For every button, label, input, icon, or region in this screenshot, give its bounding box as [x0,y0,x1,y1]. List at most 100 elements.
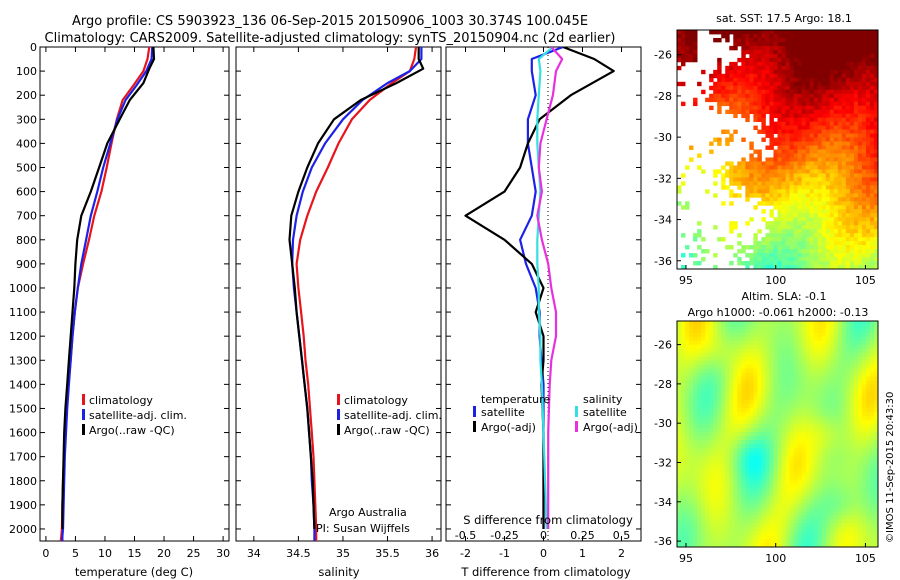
heatmap-cell [757,189,762,194]
heatmap-cell [813,133,819,138]
salinity-x-ticks: 34 34.5 35 35.5 36 [247,47,439,560]
heatmap-cell [765,511,770,516]
heatmap-cell [805,475,811,480]
heatmap-cell [865,364,871,369]
heatmap-cell [781,321,786,326]
heatmap-cell [713,137,718,142]
heatmap-cell [773,455,778,461]
heatmap-cell [857,265,863,269]
heatmap-cell [841,61,847,67]
heatmap-cell [789,245,794,250]
heatmap-cell [857,384,863,389]
heatmap-cell [873,364,878,369]
heatmap-cell [797,137,803,142]
heatmap-cell [809,344,815,350]
heatmap-cell [701,515,706,520]
heatmap-cell [685,205,690,210]
heatmap-cell [845,177,851,182]
heatmap-cell [761,471,766,477]
heatmap-cell [757,37,762,43]
heatmap-cell [697,404,702,409]
heatmap-cell [797,388,803,393]
heatmap-cell [749,487,754,492]
heatmap-cell [745,443,750,449]
heatmap-cell [685,336,690,342]
heatmap-cell [689,157,694,162]
heatmap-cell [845,396,851,401]
heatmap-cell [801,352,807,358]
heatmap-cell [837,85,843,91]
heatmap-cell [805,93,811,99]
heatmap-cell [869,463,875,469]
heatmap-cell [769,141,774,146]
heatmap-cell [793,169,798,174]
heatmap-cell [805,257,811,262]
heatmap-cell [865,81,871,87]
heatmap-cell [825,145,831,150]
heatmap-cell [789,157,794,162]
heatmap-cell [841,432,847,437]
heatmap-cell [701,447,706,453]
heatmap-cell [757,364,762,369]
salinity-lines [288,47,425,541]
heatmap-cell [757,380,762,385]
heatmap-cell [817,165,823,170]
heatmap-cell [853,49,859,55]
heatmap-cell [781,428,786,433]
heatmap-cell [733,336,738,342]
heatmap-cell [729,475,734,480]
heatmap-cell [677,467,682,473]
heatmap-cell [809,380,815,385]
heatmap-cell [845,340,851,346]
heatmap-cell [817,352,823,358]
heatmap-cell [805,324,811,330]
heatmap-cell [773,153,778,158]
heatmap-cell [869,177,875,182]
heatmap-cell [793,65,798,71]
heatmap-cell [685,356,690,362]
heatmap-cell [737,388,742,393]
heatmap-cell [865,225,871,230]
heatmap-cell [865,356,871,362]
heatmap-cell [789,225,794,230]
heatmap-cell [793,435,798,441]
heatmap-cell [845,388,851,393]
heatmap-cell [873,85,878,91]
heatmap-cell [865,125,871,130]
heatmap-cell [777,455,782,461]
heatmap-cell [777,324,782,330]
heatmap-cell [773,404,778,409]
y-tick-label: 0 [30,41,37,54]
heatmap-cell [869,324,875,330]
heatmap-cell [793,57,798,63]
heatmap-cell [849,145,855,150]
heatmap-cell [681,424,686,429]
heatmap-cell [701,435,706,441]
heatmap-cell [873,105,878,111]
heatmap-cell [789,133,794,138]
heatmap-cell [873,463,878,469]
heatmap-cell [765,435,770,441]
heatmap-cell [677,416,682,421]
heatmap-cell [677,332,682,338]
heatmap-cell [765,49,770,55]
heatmap-cell [837,225,843,230]
heatmap-cell [729,201,734,206]
heatmap-cell [765,475,770,480]
heatmap-cell [797,408,803,413]
heatmap-cell [701,467,706,473]
heatmap-cell [697,400,702,405]
heatmap-cell [865,336,871,342]
heatmap-cell [741,384,746,389]
heatmap-cell [829,105,835,111]
heatmap-cell [845,205,851,210]
heatmap-cell [869,101,875,107]
heatmap-cell [821,439,827,445]
heatmap-cell [741,33,746,39]
heatmap-cell [677,189,682,194]
heatmap-cell [785,237,790,242]
heatmap-cell [729,328,734,334]
heatmap-cell [725,93,730,99]
heatmap-cell [853,81,859,87]
heatmap-cell [833,360,839,366]
